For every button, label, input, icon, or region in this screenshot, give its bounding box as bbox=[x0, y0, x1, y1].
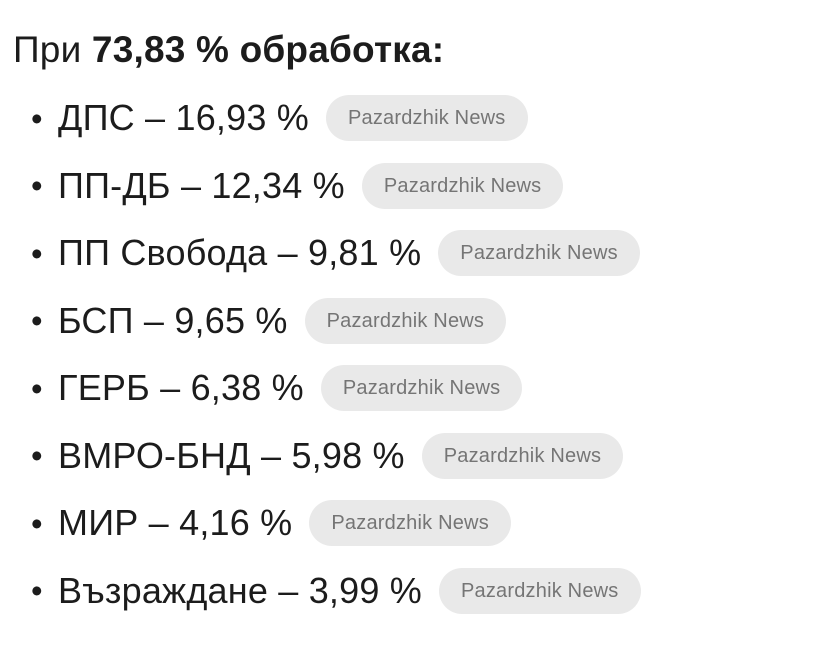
result-row: • ПП-ДБ – 12,34 % Pazardzhik News bbox=[0, 152, 814, 220]
header-prefix: При bbox=[13, 29, 92, 70]
result-row: • ПП Свобода – 9,81 % Pazardzhik News bbox=[0, 219, 814, 287]
bullet-icon: • bbox=[31, 369, 43, 407]
result-text: БСП – 9,65 % bbox=[58, 299, 288, 341]
bullet-icon: • bbox=[31, 302, 43, 339]
result-row: • ВМРО-БНД – 5,98 % Pazardzhik News bbox=[0, 422, 814, 490]
result-text: ПП Свобода – 9,81 % bbox=[58, 232, 422, 273]
result-text: ГЕРБ – 6,38 % bbox=[58, 367, 304, 408]
header-processed-percentage: 73,83 % обработка: bbox=[91, 29, 445, 70]
result-text: ПП-ДБ – 12,34 % bbox=[58, 164, 345, 206]
page-title: При 73,83 % обработка: bbox=[0, 0, 814, 73]
news-source-badge[interactable]: Pazardzhik News bbox=[304, 297, 507, 344]
result-row: • ГЕРБ – 6,38 % Pazardzhik News bbox=[0, 354, 814, 422]
result-text: ДПС – 16,93 % bbox=[58, 97, 309, 138]
bullet-icon: • bbox=[31, 234, 43, 272]
news-source-badge[interactable]: Pazardzhik News bbox=[421, 432, 624, 479]
bullet-icon: • bbox=[31, 504, 43, 542]
bullet-icon: • bbox=[31, 437, 43, 474]
result-row: • БСП – 9,65 % Pazardzhik News bbox=[0, 287, 814, 355]
result-text: Възраждане – 3,99 % bbox=[58, 569, 422, 611]
result-row: • Възраждане – 3,99 % Pazardzhik News bbox=[0, 557, 814, 625]
result-row: • МИР – 4,16 % Pazardzhik News bbox=[0, 489, 814, 557]
news-source-badge[interactable]: Pazardzhik News bbox=[309, 500, 511, 546]
news-source-badge[interactable]: Pazardzhik News bbox=[438, 230, 640, 276]
news-source-badge[interactable]: Pazardzhik News bbox=[361, 162, 564, 209]
news-source-badge[interactable]: Pazardzhik News bbox=[320, 365, 523, 411]
result-row: • ДПС – 16,93 % Pazardzhik News bbox=[0, 84, 814, 152]
news-source-badge[interactable]: Pazardzhik News bbox=[438, 567, 641, 614]
bullet-icon: • bbox=[31, 99, 43, 137]
bullet-icon: • bbox=[31, 572, 43, 609]
results-list: • ДПС – 16,93 % Pazardzhik News • ПП-ДБ … bbox=[0, 84, 814, 624]
news-source-badge[interactable]: Pazardzhik News bbox=[325, 95, 528, 141]
result-text: МИР – 4,16 % bbox=[58, 502, 293, 543]
bullet-icon: • bbox=[31, 167, 43, 204]
result-text: ВМРО-БНД – 5,98 % bbox=[58, 434, 405, 476]
